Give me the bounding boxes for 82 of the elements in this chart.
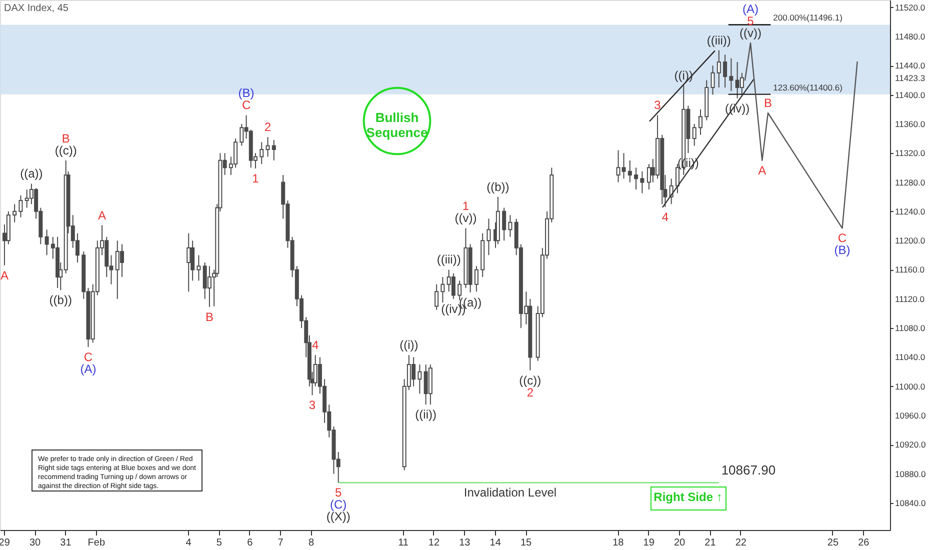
series-label: 10867.90 [721, 462, 776, 478]
x-tick-label: 25 [827, 538, 839, 548]
x-tick-label: 12 [428, 538, 440, 548]
x-tick-label: 8 [308, 538, 314, 548]
y-tick-label: 11040.0 [895, 352, 926, 362]
annotation: ((ii)) [415, 408, 436, 422]
y-tick-label: 11080.0 [895, 323, 926, 334]
y-tick-label: 11360.0 [895, 118, 926, 129]
annotation: Bullish Sequence [366, 110, 428, 140]
y-tick-label: 11280.0 [895, 177, 926, 188]
x-tick-label: 14 [490, 538, 502, 548]
x-tick-label: 11 [398, 538, 409, 548]
annotation: Right Side ↑ [654, 490, 722, 504]
y-tick-label: 11320.0 [895, 148, 926, 158]
annotation: 3 [654, 98, 662, 112]
y-tick-label: 11440.0 [895, 60, 926, 71]
annotation: B [62, 131, 70, 146]
annotation: ((v)) [740, 26, 762, 40]
x-tick-label: 15 [520, 538, 532, 548]
y-tick-label: 11160.0 [895, 264, 925, 275]
y-tick-label: 10880.0 [895, 468, 926, 479]
annotation: ((b)) [49, 293, 72, 308]
annotation: (A) [742, 2, 759, 16]
annotation: 2 [526, 385, 534, 400]
annotation: (C) [330, 498, 347, 512]
x-tick-label: 22 [735, 538, 747, 548]
chart-title: DAX Index, 45 [4, 3, 69, 14]
annotation: ((iii)) [706, 33, 731, 48]
y-tick-label: 10920.0 [895, 440, 926, 450]
annotation: 5 [335, 486, 342, 500]
annotation: ((c)) [54, 143, 77, 158]
annotation: C [84, 350, 93, 364]
annotation: 4 [662, 210, 669, 224]
annotation: C [838, 231, 847, 246]
annotation: ((c)) [519, 373, 542, 388]
y-tick-label: 11480.0 [895, 31, 926, 42]
y-tick-label: 11000.0 [895, 381, 926, 392]
x-tick-label: 7 [278, 538, 284, 548]
series-label: 123.60%(11400.6) [773, 82, 843, 92]
annotation: (B) [834, 243, 850, 258]
x-tick-label: 31 [60, 538, 72, 548]
x-tick-label: 18 [612, 538, 624, 548]
annotation: (A) [80, 362, 96, 376]
x-tick-label: 26 [858, 538, 870, 548]
annotation: A [758, 163, 766, 178]
annotation: C [242, 98, 251, 112]
annotation: ((X)) [326, 510, 350, 524]
annotation: ((i)) [400, 338, 418, 352]
annotation: A [0, 268, 8, 282]
y-tick-label: 11200.0 [895, 236, 926, 246]
x-tick-label: 20 [674, 538, 686, 548]
annotation: ((a)) [20, 166, 43, 181]
annotation: 3 [308, 398, 316, 412]
annotation: ((iii)) [436, 252, 461, 267]
y-tick-label: 11240.0 [895, 206, 926, 216]
y-tick-label: 11423.3 [895, 72, 926, 83]
annotation: 1 [252, 171, 260, 186]
y-tick-label: 10840.0 [895, 498, 926, 508]
x-tick-label: 19 [643, 538, 655, 548]
x-tick-label: 6 [247, 538, 254, 548]
y-tick-label: 10960.0 [895, 410, 926, 421]
annotation: ((v)) [454, 211, 477, 226]
x-tick-label: 21 [704, 538, 716, 548]
annotation: B [205, 310, 214, 324]
y-tick-label: 11120.0 [895, 294, 925, 304]
x-tick-label: 13 [459, 538, 471, 548]
annotation: (B) [238, 86, 254, 100]
x-tick-label: 4 [186, 538, 192, 548]
y-tick-label: 11520.0 [895, 2, 926, 12]
annotation: A [98, 208, 106, 222]
annotation: ((i)) [674, 68, 693, 82]
annotation: ((b)) [486, 180, 510, 194]
x-tick-label: 30 [29, 538, 42, 548]
annotation: Invalidation Level [464, 486, 557, 500]
annotation: 4 [312, 338, 319, 352]
y-tick-label: 11400.0 [895, 90, 926, 100]
annotation: B [764, 96, 772, 110]
x-tick-label: Feb [88, 538, 106, 548]
x-tick-label: 5 [216, 538, 222, 548]
annotation: 2 [264, 120, 272, 134]
series-label: 200.00%(11496.1) [773, 12, 843, 23]
annotation: 1 [462, 199, 470, 214]
